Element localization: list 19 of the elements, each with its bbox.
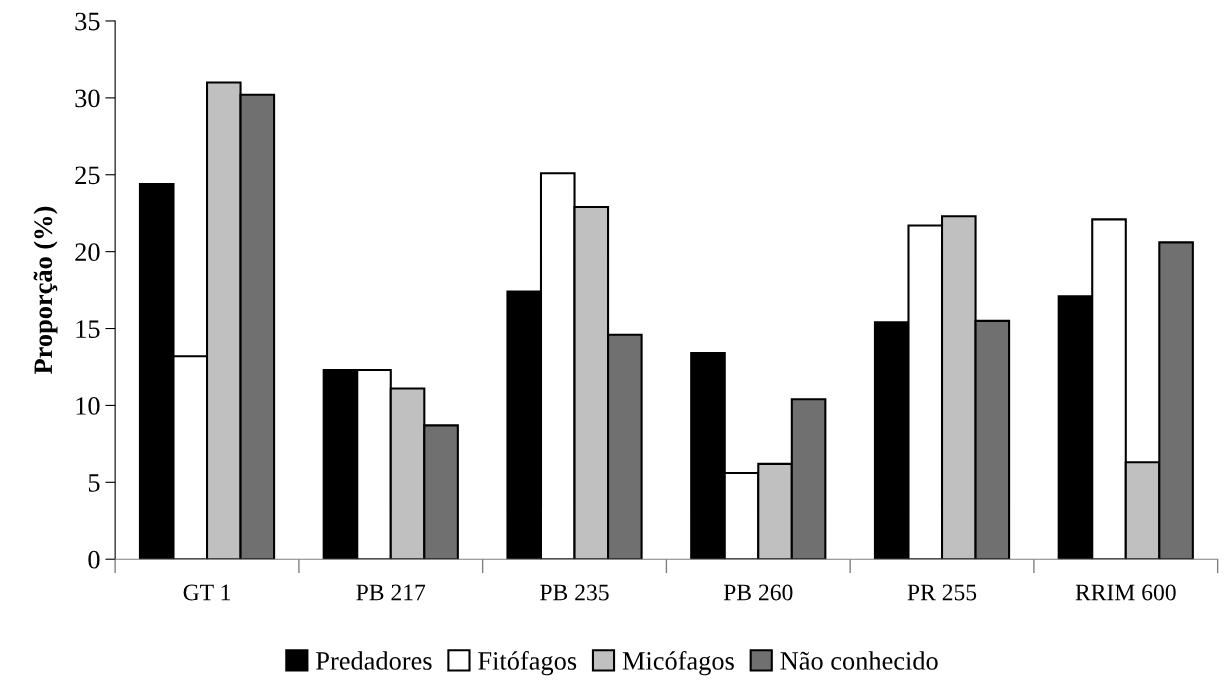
y-tick-label: 30	[75, 89, 100, 108]
y-tick-label: 15	[76, 320, 100, 338]
y-tick-label: 20	[75, 243, 100, 262]
y-tick-label: 25	[75, 166, 100, 185]
x-tick-label: PR 255	[907, 584, 977, 601]
legend-label: Fitófagos	[478, 650, 577, 676]
y-tick-label: 10	[76, 397, 100, 415]
x-tick-label: RRIM 600	[1075, 584, 1176, 601]
y-axis-title: Proporção (%)	[33, 206, 58, 375]
y-tick-label: 5	[88, 474, 100, 492]
x-tick-label: PB 260	[723, 584, 793, 601]
legend-label: Não conhecido	[780, 651, 938, 670]
y-tick-label: 35	[75, 12, 100, 31]
x-tick-label: GT 1	[183, 584, 230, 601]
legend-label: Micófagos	[622, 650, 734, 676]
x-tick-label: PB 235	[540, 584, 609, 601]
x-tick-label: PB 217	[356, 584, 426, 601]
legend-label: Predadores	[316, 651, 432, 670]
y-tick-label: 0	[88, 550, 100, 569]
